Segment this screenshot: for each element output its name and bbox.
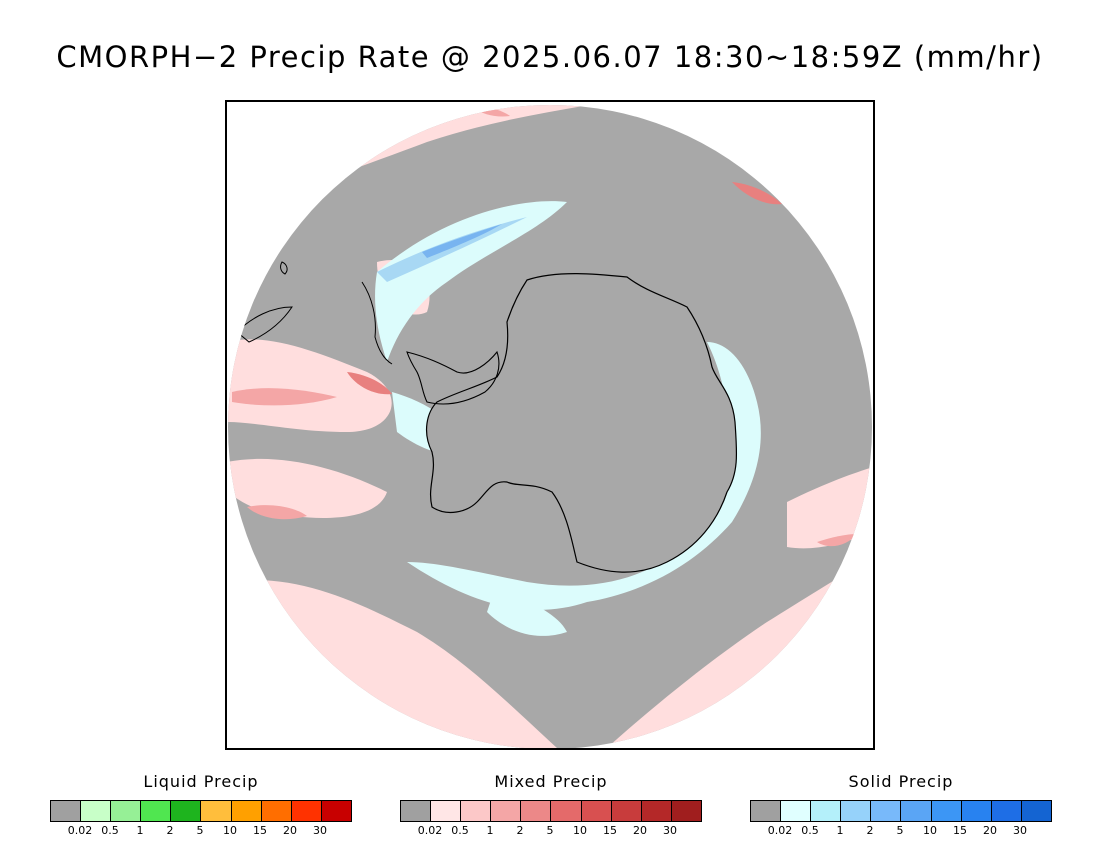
tick-label: 10: [923, 824, 937, 837]
tick-labels: 0.02 0.5 1 2 5 10 15 20 30: [50, 824, 350, 840]
tick-label: 1: [136, 824, 144, 837]
mixed-precip-streak: [232, 388, 337, 406]
color-swatch: [901, 801, 932, 821]
mixed-precip-streak: [732, 182, 782, 205]
color-swatch: [51, 801, 82, 821]
legend-solid-precip: Solid Precip 0.02 0.5 1 2 5 10 15 20 30: [750, 772, 1052, 840]
tick-label: 0.5: [101, 824, 119, 837]
color-swatch: [111, 801, 142, 821]
color-bar: [400, 800, 702, 822]
tick-label: 0.02: [67, 824, 93, 837]
mixed-precip-streak: [817, 534, 857, 547]
hemisphere-disk: [228, 105, 872, 748]
tick-label: 5: [896, 824, 904, 837]
solid-precip-streak: [422, 224, 502, 258]
tick-label: 1: [836, 824, 844, 837]
tick-label: 30: [1013, 824, 1027, 837]
tick-label: 2: [166, 824, 174, 837]
tick-label: 0.5: [801, 824, 819, 837]
tick-label: 10: [223, 824, 237, 837]
color-swatch: [671, 801, 701, 821]
island-coast: [280, 261, 288, 275]
solid-precip-streak: [377, 217, 527, 282]
tick-label: 20: [633, 824, 647, 837]
legend-title: Liquid Precip: [143, 772, 259, 791]
tick-label: 15: [603, 824, 617, 837]
legend-title: Mixed Precip: [494, 772, 608, 791]
tick-label: 5: [196, 824, 204, 837]
legend-title: Solid Precip: [848, 772, 954, 791]
color-swatch: [321, 801, 351, 821]
map-svg: [228, 105, 872, 748]
color-swatch: [991, 801, 1022, 821]
color-swatch: [141, 801, 172, 821]
tick-label: 2: [516, 824, 524, 837]
tick-label: 30: [663, 824, 677, 837]
color-bar: [50, 800, 352, 822]
color-swatch: [401, 801, 432, 821]
color-swatch: [261, 801, 292, 821]
tick-label: 20: [983, 824, 997, 837]
south-america-coast: [361, 281, 393, 365]
color-swatch: [201, 801, 232, 821]
color-swatch: [291, 801, 322, 821]
color-swatch: [961, 801, 992, 821]
color-bar: [750, 800, 1052, 822]
color-swatch: [581, 801, 612, 821]
tick-labels: 0.02 0.5 1 2 5 10 15 20 30: [750, 824, 1050, 840]
color-swatch: [171, 801, 202, 821]
color-swatch: [551, 801, 582, 821]
color-swatch: [611, 801, 642, 821]
color-swatch: [781, 801, 812, 821]
tick-label: 0.02: [767, 824, 793, 837]
color-swatch: [751, 801, 782, 821]
color-swatch: [1021, 801, 1051, 821]
mixed-precip-streak: [347, 372, 392, 395]
tick-label: 1: [486, 824, 494, 837]
color-swatch: [231, 801, 262, 821]
mixed-precip-region: [228, 458, 387, 518]
tick-label: 0.02: [417, 824, 443, 837]
color-swatch: [81, 801, 112, 821]
tick-label: 20: [283, 824, 297, 837]
color-swatch: [461, 801, 492, 821]
antarctica-coastline: [425, 273, 738, 573]
tick-label: 0.5: [451, 824, 469, 837]
new-zealand-coast: [236, 306, 293, 343]
legend-mixed-precip: Mixed Precip 0.02 0.5 1 2 5 10 15 20 30: [400, 772, 702, 840]
color-swatch: [521, 801, 552, 821]
color-swatch: [431, 801, 462, 821]
tick-label: 10: [573, 824, 587, 837]
color-swatch: [841, 801, 872, 821]
tick-label: 15: [253, 824, 267, 837]
mixed-precip-region: [228, 339, 392, 432]
color-swatch: [871, 801, 902, 821]
color-swatch: [491, 801, 522, 821]
tick-labels: 0.02 0.5 1 2 5 10 15 20 30: [400, 824, 700, 840]
color-swatch: [811, 801, 842, 821]
precip-map: [225, 100, 875, 750]
solid-precip-region: [407, 342, 761, 610]
mixed-precip-streak: [247, 505, 307, 520]
antarctica-interior: [426, 273, 737, 573]
tick-label: 30: [313, 824, 327, 837]
tick-label: 2: [866, 824, 874, 837]
chart-title: CMORPH−2 Precip Rate @ 2025.06.07 18:30~…: [56, 40, 1044, 74]
solid-precip-region: [487, 582, 567, 636]
solid-precip-region: [375, 201, 567, 362]
tick-label: 15: [953, 824, 967, 837]
color-swatch: [641, 801, 672, 821]
color-swatch: [931, 801, 962, 821]
tick-label: 5: [546, 824, 554, 837]
legend-liquid-precip: Liquid Precip 0.02 0.5 1 2 5 10 15 20 30: [50, 772, 352, 840]
antarctic-peninsula-coast: [406, 350, 500, 405]
mixed-precip-region: [787, 467, 872, 549]
